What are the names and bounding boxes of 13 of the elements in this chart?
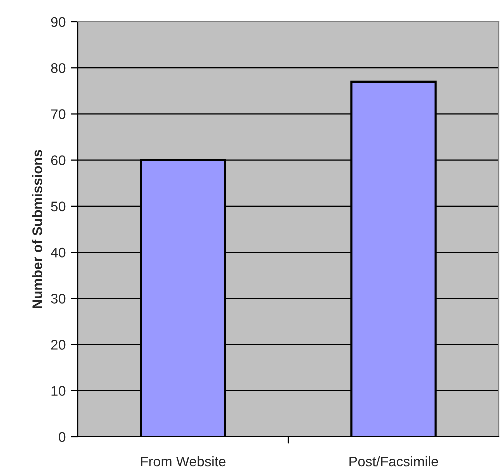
x-tick-label: Post/Facsimile	[350, 456, 438, 467]
y-axis-title: Number of Submissions	[32, 150, 42, 308]
y-tick-label: 90	[51, 17, 66, 28]
y-tick-label: 80	[51, 63, 66, 74]
y-tick-label: 30	[51, 294, 66, 304]
y-tick-label: 10	[52, 386, 66, 396]
y-tick-label: 20	[51, 340, 66, 350]
y-tick-label: 0	[59, 432, 66, 442]
y-tick-label: 40	[51, 248, 66, 258]
x-tick-label: From Website	[141, 456, 226, 467]
y-tick-label: 60	[51, 156, 66, 166]
y-tick-label: 50	[51, 202, 66, 212]
y-tick-label: 70	[51, 110, 66, 120]
